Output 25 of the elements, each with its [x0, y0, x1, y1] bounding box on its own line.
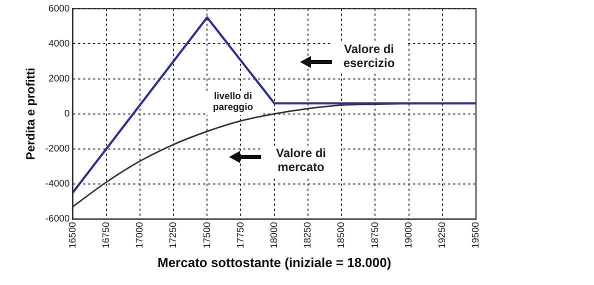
y-tick-label: -4000: [45, 178, 70, 190]
x-tick-label: 19250: [437, 222, 448, 248]
x-tick-label: 17500: [202, 222, 213, 248]
y-tick-label: 2000: [48, 73, 70, 84]
x-tick-label: 17000: [134, 222, 146, 248]
annotation: Valore di mercato: [262, 146, 340, 176]
x-tick-label: 16500: [67, 222, 78, 248]
x-tick-label: 17750: [235, 222, 246, 248]
annotation: Valore di esercizio: [330, 42, 408, 72]
y-tick-label: -2000: [45, 144, 70, 155]
x-tick-label: 19000: [403, 222, 414, 248]
x-tick-label: 18500: [336, 222, 348, 248]
x-tick-label: 19500: [470, 222, 482, 248]
y-tick-label: -6000: [45, 214, 70, 225]
x-axis-title: Mercato sottostante (iniziale = 18.000): [157, 254, 392, 270]
x-tick-label: 18250: [302, 222, 314, 248]
y-tick-label: 6000: [48, 3, 70, 14]
x-tick-label: 17250: [168, 222, 180, 248]
x-tick-label: 18000: [268, 222, 280, 248]
x-tick-label: 18750: [370, 222, 381, 248]
annotation: livello di pareggio: [206, 91, 260, 115]
y-axis-title: Perdita e profitti: [24, 68, 38, 160]
y-tick-label: 0: [64, 108, 70, 120]
y-tick-label: 4000: [48, 38, 70, 50]
x-tick-label: 16750: [100, 222, 112, 248]
